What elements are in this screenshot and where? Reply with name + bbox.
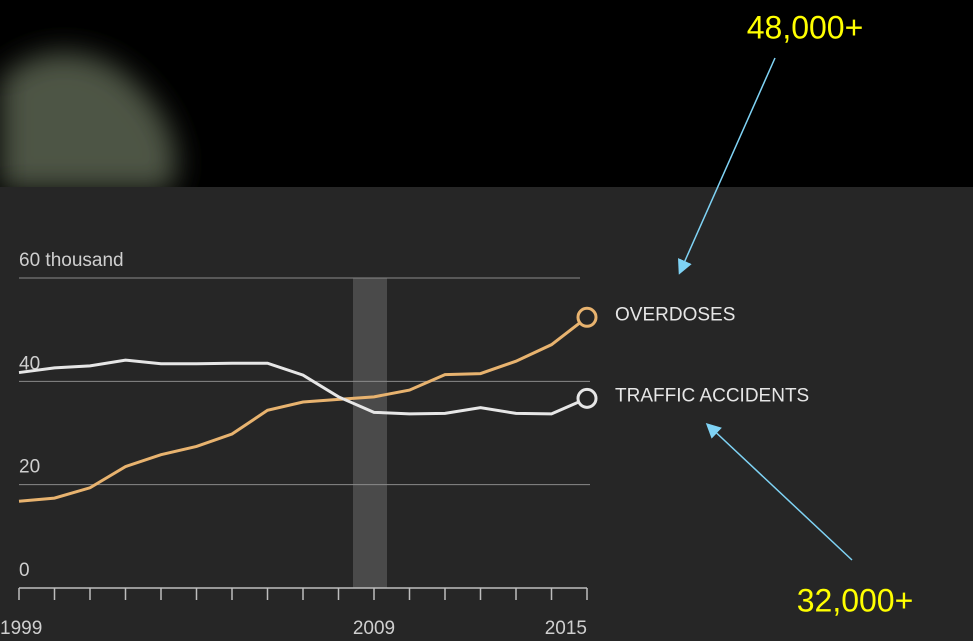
- end-marker: [576, 306, 598, 328]
- annotation-arrow: [705, 422, 853, 561]
- legend-label: TRAFFIC ACCIDENTS: [615, 385, 809, 406]
- x-tick-label: 1999: [0, 618, 42, 639]
- y-tick-label: 60 thousand: [19, 250, 124, 271]
- annotation: 48,000+: [747, 9, 864, 45]
- annotation: 32,000+: [797, 582, 914, 618]
- annotation-arrow: [678, 57, 776, 275]
- legend-label: OVERDOSES: [615, 304, 735, 325]
- x-tick-label: 2015: [545, 618, 587, 639]
- x-tick-label: 2009: [353, 618, 395, 639]
- series-line: [18, 316, 588, 503]
- series-line: [18, 358, 588, 416]
- y-tick-label: 0: [19, 560, 30, 581]
- chart-panel: [0, 187, 973, 641]
- decor-shape: [0, 52, 177, 190]
- highlight-band: [353, 278, 387, 588]
- end-marker: [576, 387, 598, 409]
- y-tick-label: 20: [19, 457, 40, 478]
